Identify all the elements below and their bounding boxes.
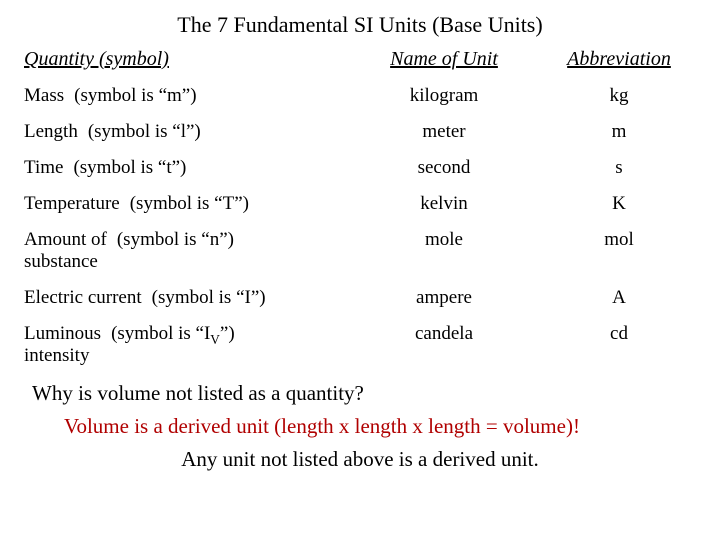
table-row: Electric current (symbol is “I”) ampere … bbox=[24, 287, 696, 309]
unit-abbr: A bbox=[544, 287, 694, 309]
unit-name: meter bbox=[344, 121, 544, 143]
column-headers: Quantity (symbol) Name of Unit Abbreviat… bbox=[24, 48, 696, 71]
quantity-name: Temperature bbox=[24, 193, 120, 215]
quantity-name: Electric current bbox=[24, 287, 142, 309]
table-row: Temperature (symbol is “T”) kelvin K bbox=[24, 193, 696, 215]
unit-name: ampere bbox=[344, 287, 544, 309]
quantity-name: Mass bbox=[24, 85, 64, 107]
symbol-note: (symbol is “l”) bbox=[88, 121, 201, 143]
slide-page: The 7 Fundamental SI Units (Base Units) … bbox=[0, 0, 720, 472]
quantity-name: Amount of substance bbox=[24, 229, 107, 273]
footnote-text: Any unit not listed above is a derived u… bbox=[24, 447, 696, 472]
unit-abbr: kg bbox=[544, 85, 694, 107]
table-row: Length (symbol is “l”) meter m bbox=[24, 121, 696, 143]
quantity-name: Time bbox=[24, 157, 63, 179]
page-title: The 7 Fundamental SI Units (Base Units) bbox=[24, 12, 696, 38]
symbol-note: (symbol is “n”) bbox=[117, 229, 234, 251]
unit-name: mole bbox=[344, 229, 544, 251]
table-row: Luminous intensity (symbol is “IV”) cand… bbox=[24, 323, 696, 367]
quantity-name: Length bbox=[24, 121, 78, 143]
unit-name: kilogram bbox=[344, 85, 544, 107]
unit-abbr: mol bbox=[544, 229, 694, 251]
header-abbr: Abbreviation bbox=[544, 48, 694, 71]
unit-name: second bbox=[344, 157, 544, 179]
answer-text: Volume is a derived unit (length x lengt… bbox=[64, 414, 696, 439]
question-text: Why is volume not listed as a quantity? bbox=[32, 381, 696, 406]
table-row: Mass (symbol is “m”) kilogram kg bbox=[24, 85, 696, 107]
header-quantity: Quantity (symbol) bbox=[24, 48, 344, 71]
unit-name: candela bbox=[344, 323, 544, 345]
unit-abbr: s bbox=[544, 157, 694, 179]
table-row: Time (symbol is “t”) second s bbox=[24, 157, 696, 179]
quantity-name: Luminous intensity bbox=[24, 323, 101, 367]
unit-abbr: cd bbox=[544, 323, 694, 345]
table-row: Amount of substance (symbol is “n”) mole… bbox=[24, 229, 696, 273]
unit-name: kelvin bbox=[344, 193, 544, 215]
symbol-note: (symbol is “t”) bbox=[73, 157, 186, 179]
symbol-note: (symbol is “I”) bbox=[152, 287, 266, 309]
unit-abbr: m bbox=[544, 121, 694, 143]
symbol-note: (symbol is “m”) bbox=[74, 85, 196, 107]
unit-abbr: K bbox=[544, 193, 694, 215]
header-name: Name of Unit bbox=[344, 48, 544, 71]
symbol-note: (symbol is “T”) bbox=[130, 193, 249, 215]
symbol-note: (symbol is “IV”) bbox=[111, 323, 235, 348]
